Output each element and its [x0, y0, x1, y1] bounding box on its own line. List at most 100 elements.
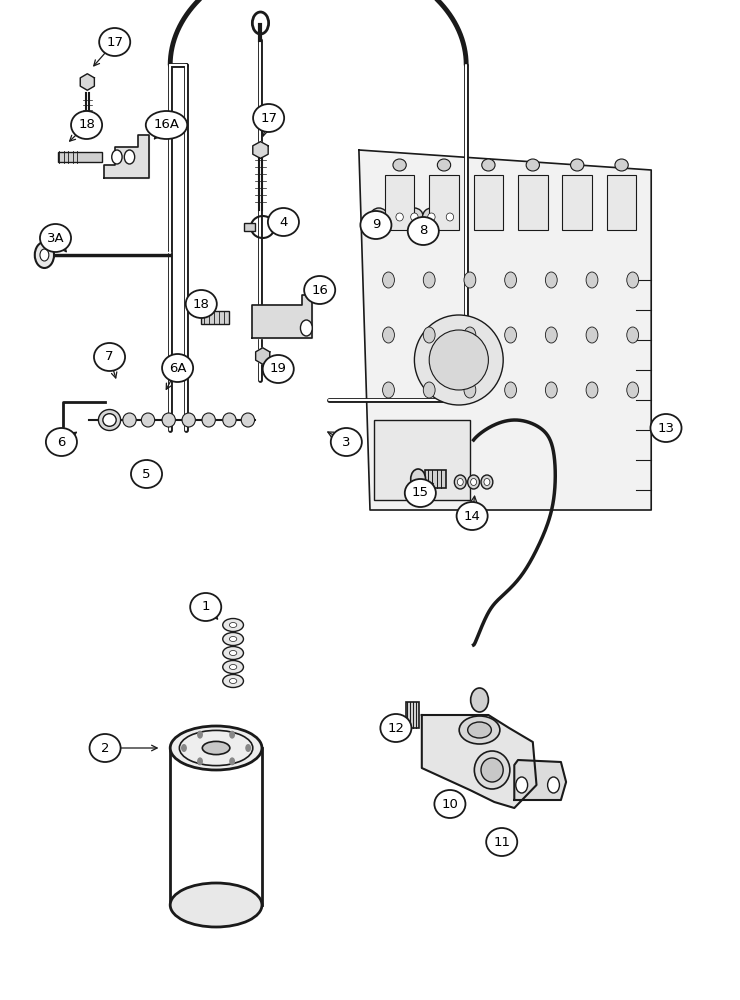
Ellipse shape: [393, 159, 406, 171]
Text: 10: 10: [442, 798, 458, 810]
Ellipse shape: [380, 714, 411, 742]
Circle shape: [464, 382, 476, 398]
Ellipse shape: [484, 479, 490, 486]
Ellipse shape: [457, 502, 488, 530]
Ellipse shape: [170, 726, 262, 770]
Bar: [201, 311, 229, 324]
Ellipse shape: [429, 330, 488, 390]
Ellipse shape: [223, 413, 236, 427]
Ellipse shape: [146, 111, 187, 139]
Ellipse shape: [186, 290, 217, 318]
Ellipse shape: [304, 276, 335, 304]
Text: 3: 3: [342, 436, 351, 448]
Ellipse shape: [375, 213, 383, 221]
Ellipse shape: [331, 428, 362, 456]
Polygon shape: [422, 715, 536, 808]
Ellipse shape: [396, 213, 403, 221]
Ellipse shape: [229, 650, 237, 656]
Bar: [271, 223, 281, 231]
Circle shape: [383, 327, 394, 343]
Polygon shape: [252, 295, 312, 338]
Ellipse shape: [486, 828, 517, 856]
Circle shape: [586, 327, 598, 343]
Ellipse shape: [414, 315, 503, 405]
Circle shape: [124, 150, 135, 164]
Ellipse shape: [190, 593, 221, 621]
Text: 6: 6: [57, 436, 66, 448]
Ellipse shape: [481, 475, 493, 489]
Ellipse shape: [360, 211, 391, 239]
Bar: [425, 470, 446, 488]
Text: 11: 11: [494, 836, 510, 848]
Bar: [58, 152, 102, 162]
Text: 7: 7: [105, 351, 114, 363]
Text: 4: 4: [279, 216, 288, 229]
Circle shape: [516, 777, 528, 793]
Ellipse shape: [46, 428, 77, 456]
Ellipse shape: [131, 460, 162, 488]
Ellipse shape: [182, 413, 195, 427]
Text: 18: 18: [78, 118, 95, 131]
Ellipse shape: [223, 674, 243, 688]
Ellipse shape: [406, 208, 423, 226]
Bar: [474, 175, 503, 230]
Bar: [406, 702, 419, 728]
Ellipse shape: [98, 410, 121, 430]
Circle shape: [383, 272, 394, 288]
Circle shape: [548, 777, 559, 793]
Ellipse shape: [405, 479, 436, 507]
Ellipse shape: [202, 413, 215, 427]
Ellipse shape: [162, 413, 175, 427]
Circle shape: [423, 272, 435, 288]
Ellipse shape: [141, 413, 155, 427]
Circle shape: [300, 320, 312, 336]
Circle shape: [586, 382, 598, 398]
Text: 12: 12: [388, 722, 404, 734]
Ellipse shape: [229, 637, 237, 642]
Ellipse shape: [229, 664, 237, 670]
Ellipse shape: [481, 758, 503, 782]
Ellipse shape: [408, 217, 439, 245]
Circle shape: [112, 150, 122, 164]
Circle shape: [229, 757, 235, 765]
Text: 15: 15: [412, 487, 428, 499]
Circle shape: [411, 469, 426, 489]
Text: 9: 9: [371, 219, 380, 232]
Ellipse shape: [223, 618, 243, 632]
Polygon shape: [514, 760, 566, 800]
Ellipse shape: [223, 633, 243, 646]
Ellipse shape: [468, 475, 480, 489]
Circle shape: [245, 744, 251, 752]
Circle shape: [545, 382, 557, 398]
Circle shape: [471, 688, 488, 712]
Circle shape: [545, 272, 557, 288]
Text: 19: 19: [270, 362, 286, 375]
Ellipse shape: [263, 355, 294, 383]
Ellipse shape: [170, 883, 262, 927]
Text: 1: 1: [201, 600, 210, 613]
Ellipse shape: [459, 716, 500, 744]
Text: 5: 5: [142, 468, 151, 481]
Ellipse shape: [411, 213, 418, 221]
Circle shape: [586, 272, 598, 288]
Circle shape: [423, 382, 435, 398]
Circle shape: [464, 272, 476, 288]
Ellipse shape: [99, 28, 130, 56]
Polygon shape: [359, 150, 651, 510]
Ellipse shape: [454, 475, 466, 489]
Text: 6A: 6A: [169, 361, 186, 374]
Bar: [374, 420, 470, 500]
Ellipse shape: [437, 159, 451, 171]
Ellipse shape: [40, 224, 71, 252]
Text: 17: 17: [107, 35, 123, 48]
Ellipse shape: [71, 111, 102, 139]
Circle shape: [505, 327, 517, 343]
Bar: [429, 175, 459, 230]
Ellipse shape: [162, 354, 193, 382]
Text: 16: 16: [312, 284, 328, 296]
Ellipse shape: [370, 208, 388, 226]
Circle shape: [197, 757, 203, 765]
Circle shape: [545, 327, 557, 343]
Ellipse shape: [428, 213, 435, 221]
Circle shape: [40, 249, 49, 261]
